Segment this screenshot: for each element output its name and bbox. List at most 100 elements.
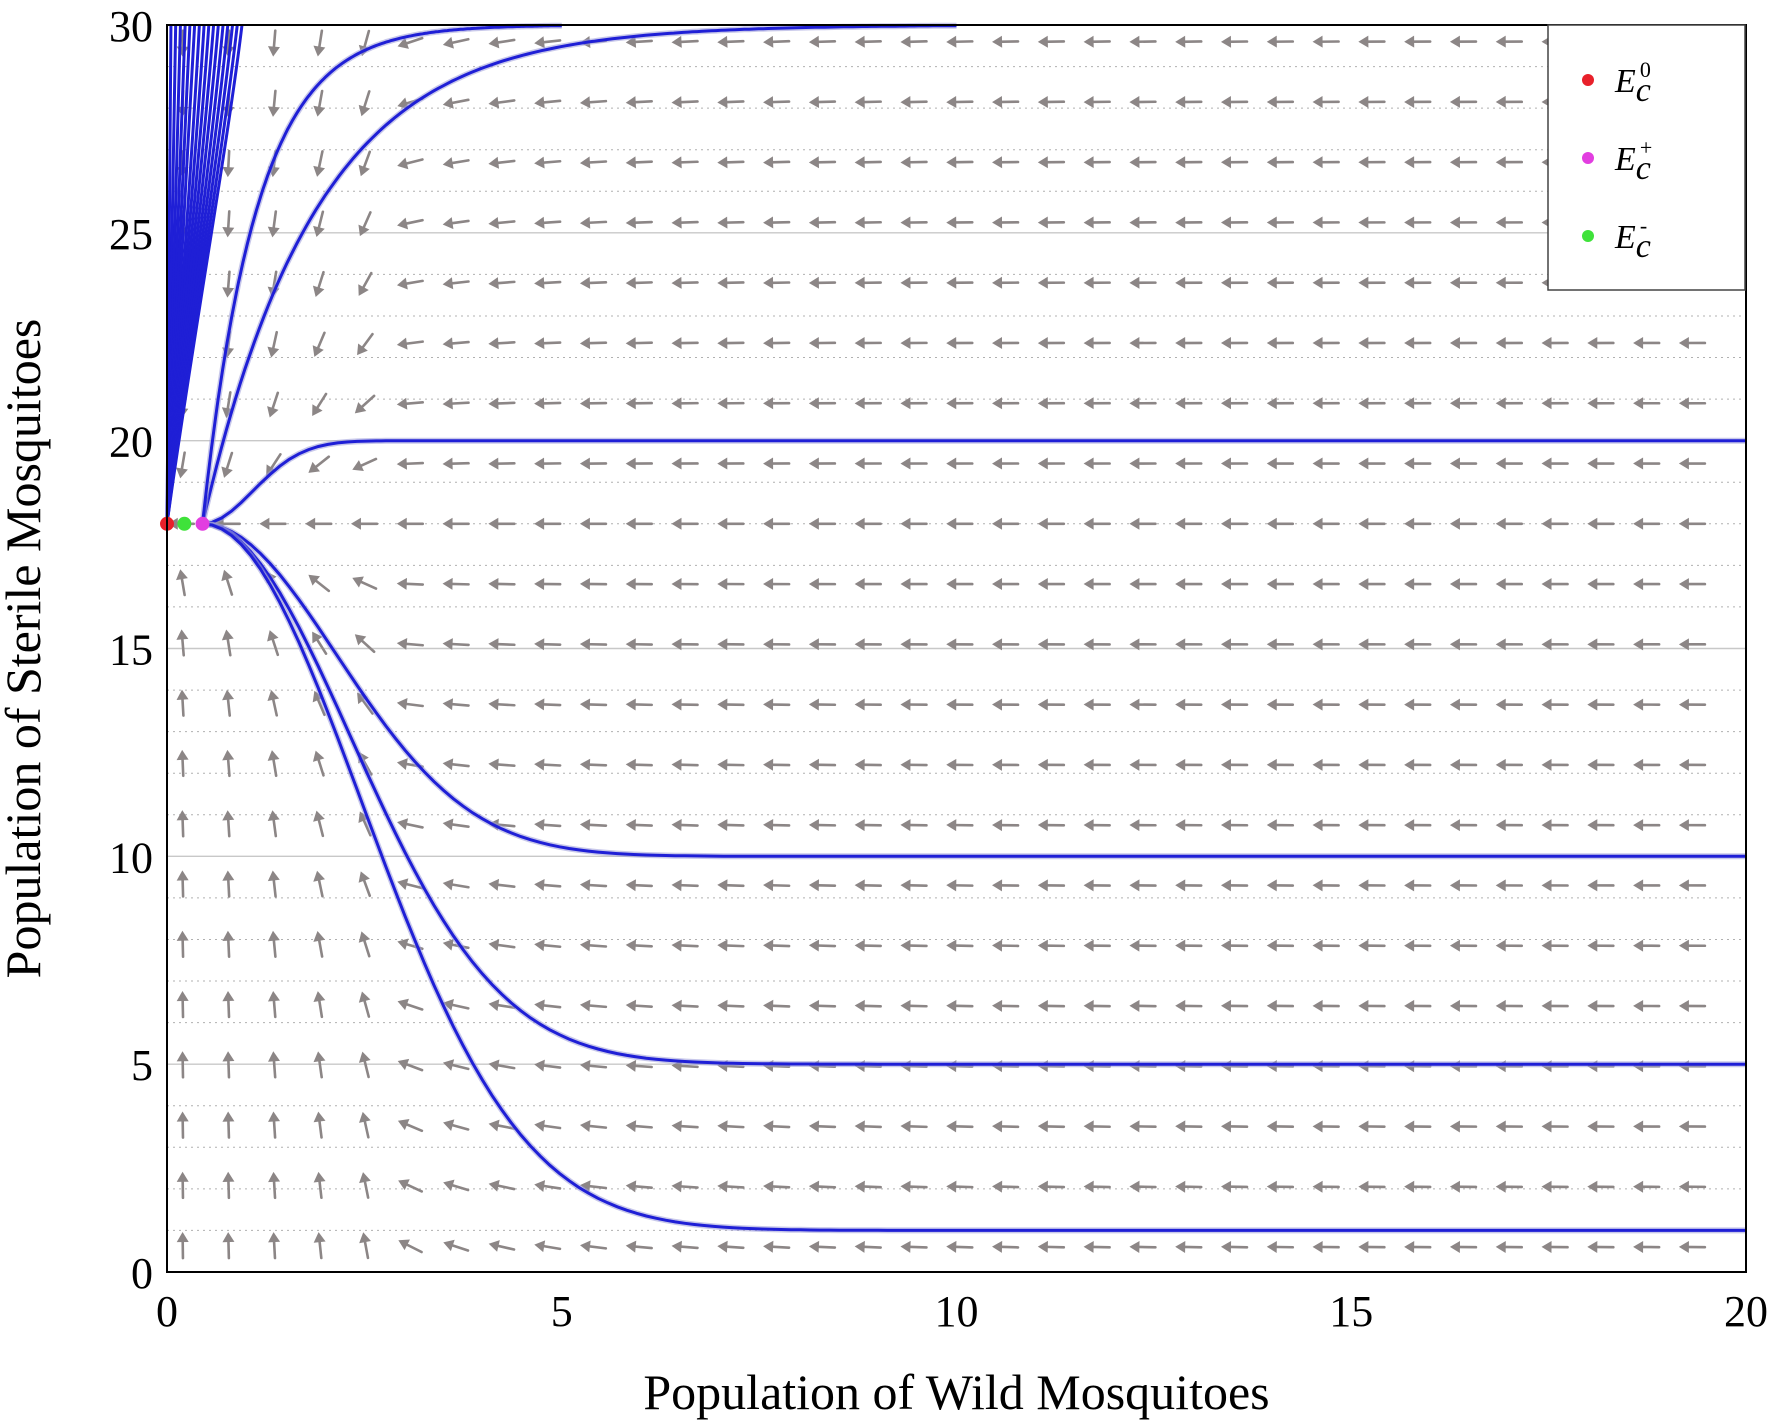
field-arrow-head bbox=[396, 698, 408, 710]
field-arrow-head bbox=[808, 578, 819, 591]
field-arrow-head bbox=[176, 1232, 189, 1243]
field-arrow-head bbox=[946, 879, 957, 892]
field-arrow-head bbox=[1083, 1240, 1094, 1253]
field-arrow-head bbox=[625, 216, 636, 229]
field-arrow-head bbox=[352, 576, 364, 588]
field-arrow-head bbox=[808, 457, 819, 470]
field-arrow-head bbox=[312, 285, 325, 298]
field-arrow-head bbox=[1266, 517, 1277, 530]
field-arrow-head bbox=[1678, 336, 1689, 349]
field-arrow-head bbox=[1129, 457, 1140, 470]
field-arrow-head bbox=[1633, 517, 1644, 530]
field-arrow-head bbox=[222, 930, 235, 941]
field-arrow-head bbox=[1587, 1241, 1598, 1254]
field-arrow-head bbox=[854, 156, 865, 169]
y-tick-label: 30 bbox=[109, 2, 153, 51]
x-tick-label: 5 bbox=[551, 1287, 573, 1336]
field-arrow-head bbox=[717, 999, 728, 1012]
field-arrow-head bbox=[900, 758, 911, 771]
field-arrow-head bbox=[488, 1240, 500, 1252]
field-arrow-head bbox=[442, 96, 454, 109]
field-arrow-head bbox=[443, 1179, 455, 1192]
field-arrow-head bbox=[1312, 758, 1323, 771]
field-arrow-head bbox=[1678, 578, 1689, 591]
field-arrow-head bbox=[1495, 1180, 1506, 1193]
field-arrow-head bbox=[1495, 336, 1506, 349]
field-arrow-head bbox=[1220, 879, 1232, 892]
field-arrow-head bbox=[442, 818, 454, 831]
field-arrow-head bbox=[488, 577, 499, 590]
field-arrow-head bbox=[488, 999, 500, 1012]
field-arrow-head bbox=[176, 870, 189, 881]
field-arrow-head bbox=[1678, 698, 1689, 711]
trajectory bbox=[202, 439, 1746, 526]
field-arrow-head bbox=[396, 397, 408, 410]
field-arrow-head bbox=[854, 879, 865, 892]
field-arrow-head bbox=[1129, 758, 1140, 771]
field-arrow-head bbox=[1083, 156, 1094, 169]
legend-marker bbox=[1582, 74, 1594, 86]
field-arrow-head bbox=[579, 578, 590, 591]
field-arrow-head bbox=[1266, 638, 1277, 651]
field-arrow-head bbox=[946, 1240, 957, 1253]
field-arrow-head bbox=[176, 749, 189, 761]
field-arrow-head bbox=[352, 460, 364, 472]
field-arrow-head bbox=[1266, 216, 1277, 229]
field-arrow-head bbox=[221, 466, 233, 478]
field-arrow-head bbox=[1449, 276, 1460, 289]
field-arrow-head bbox=[900, 1120, 911, 1133]
field-arrow-head bbox=[312, 690, 324, 703]
field-arrow-head bbox=[1633, 999, 1644, 1012]
field-arrow-head bbox=[1678, 1180, 1689, 1193]
field-arrow-head bbox=[992, 1120, 1003, 1133]
field-arrow-head bbox=[763, 517, 774, 530]
field-arrow-head bbox=[808, 337, 819, 350]
field-arrow-head bbox=[1587, 336, 1598, 349]
field-arrow-head bbox=[222, 1171, 235, 1182]
field-arrow-head bbox=[1312, 95, 1323, 108]
field-arrow-head bbox=[313, 870, 326, 882]
field-arrow-head bbox=[1175, 939, 1186, 952]
field-arrow-head bbox=[488, 457, 499, 470]
field-arrow-head bbox=[1037, 216, 1048, 229]
field-arrow-head bbox=[358, 164, 370, 177]
field-arrow-head bbox=[1541, 999, 1552, 1012]
field-arrow-head bbox=[992, 999, 1003, 1012]
field-arrow-head bbox=[1312, 578, 1323, 591]
field-arrow-head bbox=[397, 938, 409, 951]
field-arrow-head bbox=[579, 216, 591, 229]
field-arrow-head bbox=[717, 457, 728, 470]
field-arrow-head bbox=[579, 457, 590, 470]
field-arrow-head bbox=[358, 1051, 371, 1063]
field-arrow-head bbox=[1495, 578, 1506, 591]
field-arrow-head bbox=[442, 758, 454, 771]
field-arrow-head bbox=[1678, 457, 1689, 470]
y-tick-label: 5 bbox=[131, 1041, 153, 1090]
field-arrow-head bbox=[1404, 216, 1415, 229]
field-arrow-head bbox=[1037, 337, 1048, 350]
field-arrow-head bbox=[717, 638, 728, 651]
field-arrow-head bbox=[1449, 999, 1460, 1012]
y-tick-label: 10 bbox=[109, 833, 153, 882]
field-arrow-head bbox=[313, 105, 326, 117]
x-tick-label: 10 bbox=[935, 1287, 979, 1336]
field-arrow-head bbox=[313, 1171, 326, 1183]
field-arrow-head bbox=[1083, 939, 1094, 952]
field-arrow-head bbox=[1037, 457, 1048, 470]
field-arrow-head bbox=[1312, 698, 1323, 711]
field-arrow-head bbox=[625, 1059, 637, 1072]
field-arrow-head bbox=[992, 879, 1003, 892]
field-arrow-head bbox=[1633, 397, 1644, 410]
field-arrow-head bbox=[313, 810, 325, 822]
field-arrow-head bbox=[534, 457, 545, 470]
field-arrow-head bbox=[1541, 397, 1552, 410]
field-arrow-head bbox=[1404, 35, 1415, 48]
field-arrow-head bbox=[625, 1120, 637, 1133]
field-arrow-head bbox=[763, 457, 774, 470]
field-arrow-head bbox=[1312, 276, 1323, 289]
field-arrow-head bbox=[854, 638, 865, 651]
field-arrow-head bbox=[534, 879, 545, 891]
field-arrow-head bbox=[1449, 879, 1460, 892]
field-arrow-head bbox=[1312, 156, 1323, 169]
field-arrow-head bbox=[221, 629, 234, 641]
